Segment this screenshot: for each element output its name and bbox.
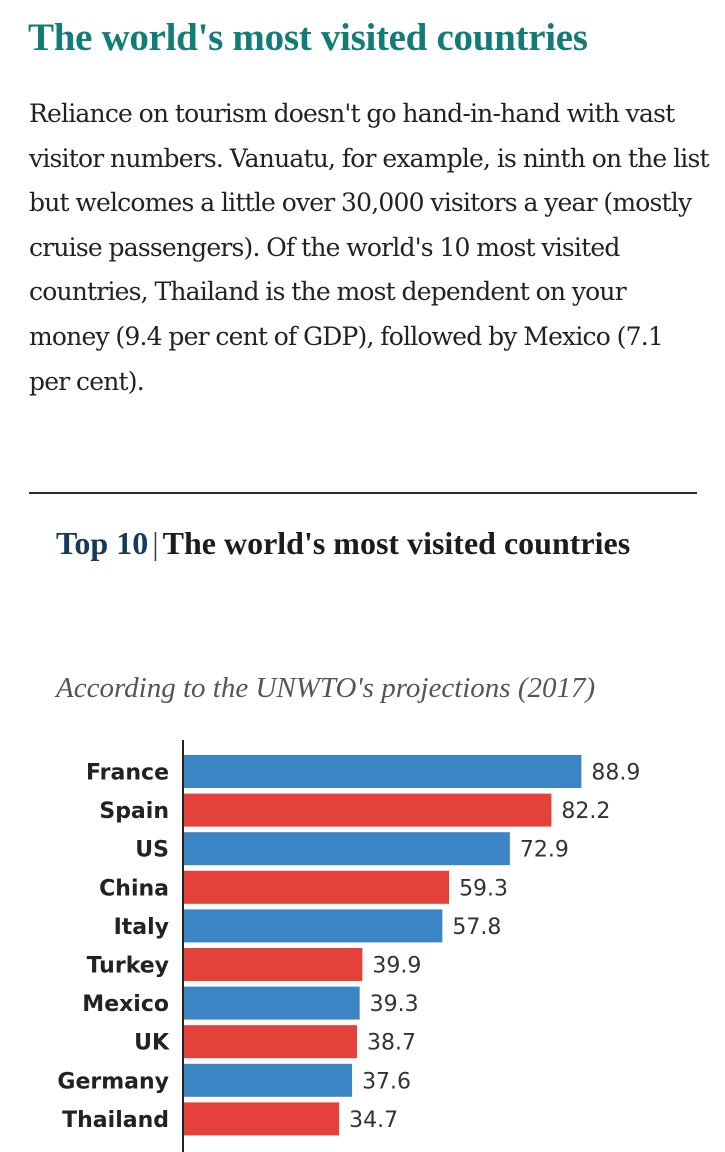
bar-italy	[184, 909, 443, 943]
category-label-mexico: Mexico	[82, 992, 169, 1017]
value-label-china: 59.3	[459, 876, 508, 901]
category-label-france: France	[86, 761, 169, 786]
bar-uk	[184, 1025, 357, 1059]
chart-title: Top 10 | The world's most visited countrie…	[56, 522, 676, 564]
value-label-mexico: 39.3	[370, 992, 419, 1017]
value-label-thailand: 34.7	[349, 1108, 398, 1133]
value-label-us: 72.9	[520, 838, 569, 863]
category-label-uk: UK	[134, 1031, 170, 1056]
bar-china	[184, 870, 450, 904]
category-label-turkey: Turkey	[87, 954, 169, 979]
value-label-germany: 37.6	[362, 1069, 411, 1094]
category-label-italy: Italy	[114, 915, 169, 940]
article-body: Reliance on tourism doesn't go hand-in-h…	[29, 99, 710, 396]
chart-title-separator: |	[152, 525, 159, 561]
page-headline: The world's most visited countries	[28, 16, 588, 59]
value-label-turkey: 39.9	[372, 954, 421, 979]
category-label-us: US	[135, 838, 169, 863]
category-label-thailand: Thailand	[62, 1108, 169, 1133]
value-label-italy: 57.8	[452, 915, 501, 940]
bar-turkey	[184, 948, 363, 981]
bar-france	[184, 755, 582, 788]
bar-germany	[184, 1063, 353, 1097]
value-label-spain: 82.2	[561, 799, 610, 824]
category-label-china: China	[99, 876, 169, 901]
chart-subtitle: According to the UNWTO's projections (20…	[56, 672, 596, 704]
bar-mexico	[184, 986, 360, 1020]
value-label-france: 88.9	[591, 761, 640, 786]
category-label-spain: Spain	[99, 799, 169, 824]
section-divider	[29, 492, 697, 494]
value-label-uk: 38.7	[367, 1031, 416, 1056]
bars-layer: France 88.9 Spain 82.2 US 72.9 China 59.3 Italy 5…	[57, 755, 640, 1136]
bar-thailand	[184, 1102, 340, 1136]
bar-chart: France 88.9 Spain 82.2 US 72.9 China 59.3 Italy 5…	[57, 740, 640, 1152]
bar-us	[184, 832, 510, 866]
chart-title-text: The world's most visited countries	[162, 525, 631, 561]
chart-title-rank: Top 10	[56, 525, 149, 561]
bar-spain	[184, 793, 552, 827]
category-label-germany: Germany	[57, 1069, 169, 1094]
